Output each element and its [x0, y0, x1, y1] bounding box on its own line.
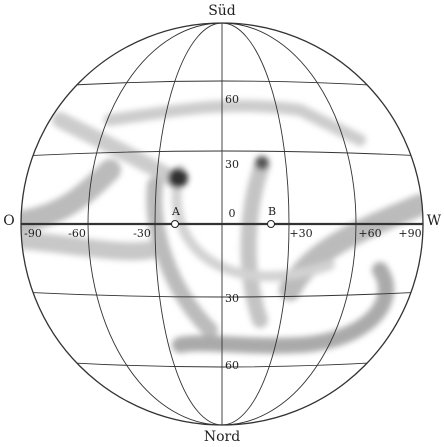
shading	[21, 99, 423, 354]
north-label: Nord	[204, 429, 240, 445]
graticule	[20, 22, 424, 426]
longitude-label: +60	[358, 227, 381, 240]
point-label: A	[171, 205, 181, 218]
latitude-label: 30	[225, 158, 239, 171]
center-label: 0	[229, 207, 236, 220]
south-label: Süd	[208, 3, 236, 19]
latitude-label: 60	[225, 359, 239, 372]
longitude-label: -90	[24, 227, 42, 240]
east-label: O	[3, 213, 14, 229]
latitude-label: 30	[225, 292, 239, 305]
latitude-label: 60	[225, 93, 239, 106]
west-label: W	[427, 213, 442, 229]
point-label: B	[268, 205, 276, 218]
longitude-label: -60	[68, 227, 86, 240]
longitude-label: +30	[289, 227, 312, 240]
longitude-label: +90	[398, 227, 421, 240]
point-a-marker	[171, 220, 179, 228]
longitude-label: -30	[133, 227, 151, 240]
point-b-marker	[267, 220, 275, 228]
